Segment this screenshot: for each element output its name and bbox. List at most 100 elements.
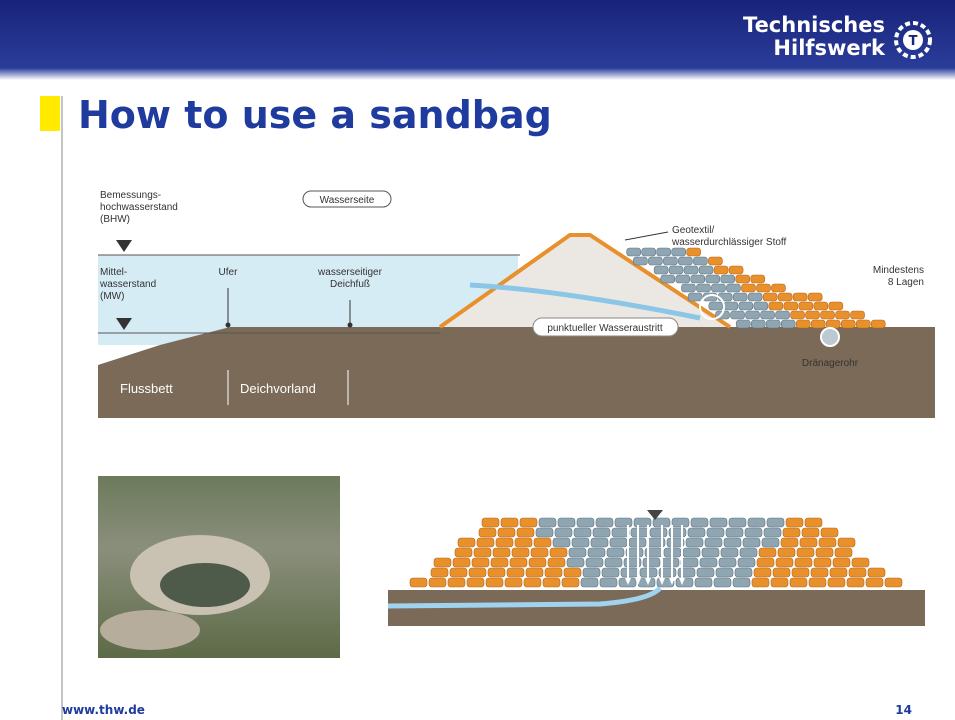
- sandbag: [591, 538, 608, 547]
- sandbag: [711, 284, 725, 292]
- sandbag: [746, 311, 760, 319]
- sandbag: [811, 320, 825, 328]
- sandbag: [642, 248, 656, 256]
- sandbag: [479, 528, 496, 537]
- diagram-label: Geotextil/: [672, 225, 714, 236]
- sandbag: [593, 528, 610, 537]
- sandbag: [731, 311, 745, 319]
- sandbag: [733, 578, 750, 587]
- sandbag: [714, 266, 728, 274]
- sandbag: [548, 558, 565, 567]
- sandbag: [761, 311, 775, 319]
- diagram-label: wasserseitiger: [317, 267, 383, 278]
- sandbag: [477, 538, 494, 547]
- sandbag: [819, 538, 836, 547]
- sandbag: [515, 538, 532, 547]
- photo: [98, 476, 340, 658]
- sandbag: [778, 548, 795, 557]
- sandbag: [814, 558, 831, 567]
- sandbag: [866, 578, 883, 587]
- sandbag: [605, 558, 622, 567]
- sandbag: [852, 558, 869, 567]
- sandbag: [684, 266, 698, 274]
- sandbag: [550, 548, 567, 557]
- sandbag: [600, 578, 617, 587]
- sandbag: [539, 518, 556, 527]
- sandbag: [583, 568, 600, 577]
- sandbag: [536, 528, 553, 537]
- sandbag: [767, 518, 784, 527]
- sandbag: [567, 558, 584, 567]
- sandbag: [776, 311, 790, 319]
- sandbag: [773, 568, 790, 577]
- sandbag: [678, 568, 695, 577]
- diagram-label: (BHW): [100, 214, 130, 225]
- sandbag: [450, 568, 467, 577]
- sandbag: [847, 578, 864, 587]
- sandbag-ring-section: [410, 518, 902, 587]
- sandbag: [706, 275, 720, 283]
- sandbag: [721, 548, 738, 557]
- sandbag: [796, 320, 810, 328]
- pool: [160, 563, 250, 607]
- sandbag: [524, 578, 541, 587]
- sandbag: [564, 568, 581, 577]
- sandbag: [517, 528, 534, 537]
- sandbag: [596, 518, 613, 527]
- sandbag: [607, 548, 624, 557]
- sandbag: [830, 568, 847, 577]
- sandbag: [781, 538, 798, 547]
- diagram-label: Deichfuß: [330, 279, 370, 290]
- brand-line: Hilfswerk: [773, 36, 886, 60]
- sandbag: [781, 320, 795, 328]
- sandbag: [729, 266, 743, 274]
- sandbag: [688, 528, 705, 537]
- brand-line: Technisches: [743, 13, 885, 37]
- sandbag: [496, 538, 513, 547]
- sandbag: [615, 518, 632, 527]
- sandbag: [829, 302, 843, 310]
- sandbag: [678, 257, 692, 265]
- sandbag: [543, 578, 560, 587]
- diagram-label: Mindestens: [873, 265, 924, 276]
- diagram-label: 8 Lagen: [888, 277, 924, 288]
- pointer: [625, 232, 668, 240]
- sandbag: [748, 293, 762, 301]
- diagram-label: Mittel-: [100, 267, 127, 278]
- sandbag: [681, 558, 698, 567]
- sandbag: [453, 558, 470, 567]
- sandbag: [588, 548, 605, 557]
- sandbag: [729, 518, 746, 527]
- sandbag: [534, 538, 551, 547]
- sandbag: [783, 528, 800, 537]
- sandbag: [849, 568, 866, 577]
- sandbag: [627, 248, 641, 256]
- sandbag: [752, 578, 769, 587]
- sandbag: [410, 578, 427, 587]
- sandbag: [526, 568, 543, 577]
- sandbag: [795, 558, 812, 567]
- diagram-label: (MW): [100, 291, 124, 302]
- ground: [388, 590, 925, 626]
- sandbag: [467, 578, 484, 587]
- sandbag: [448, 578, 465, 587]
- slide: Technisches Hilfswerk T How to use a san…: [0, 0, 955, 720]
- sandbag: [811, 568, 828, 577]
- sandbag: [856, 320, 870, 328]
- sandbag: [429, 578, 446, 587]
- pointer-dot: [348, 323, 353, 328]
- sandbag: [574, 528, 591, 537]
- sandbag: [558, 518, 575, 527]
- sandbag: [431, 568, 448, 577]
- sandbag: [738, 558, 755, 567]
- sandbag: [719, 558, 736, 567]
- sandbag: [754, 568, 771, 577]
- sandbag: [771, 284, 785, 292]
- sandbag: [784, 302, 798, 310]
- sandbag: [501, 518, 518, 527]
- sandbag: [799, 302, 813, 310]
- sandbag: [507, 568, 524, 577]
- sandbag: [577, 518, 594, 527]
- sandbag: [826, 320, 840, 328]
- sandbag: [612, 528, 629, 537]
